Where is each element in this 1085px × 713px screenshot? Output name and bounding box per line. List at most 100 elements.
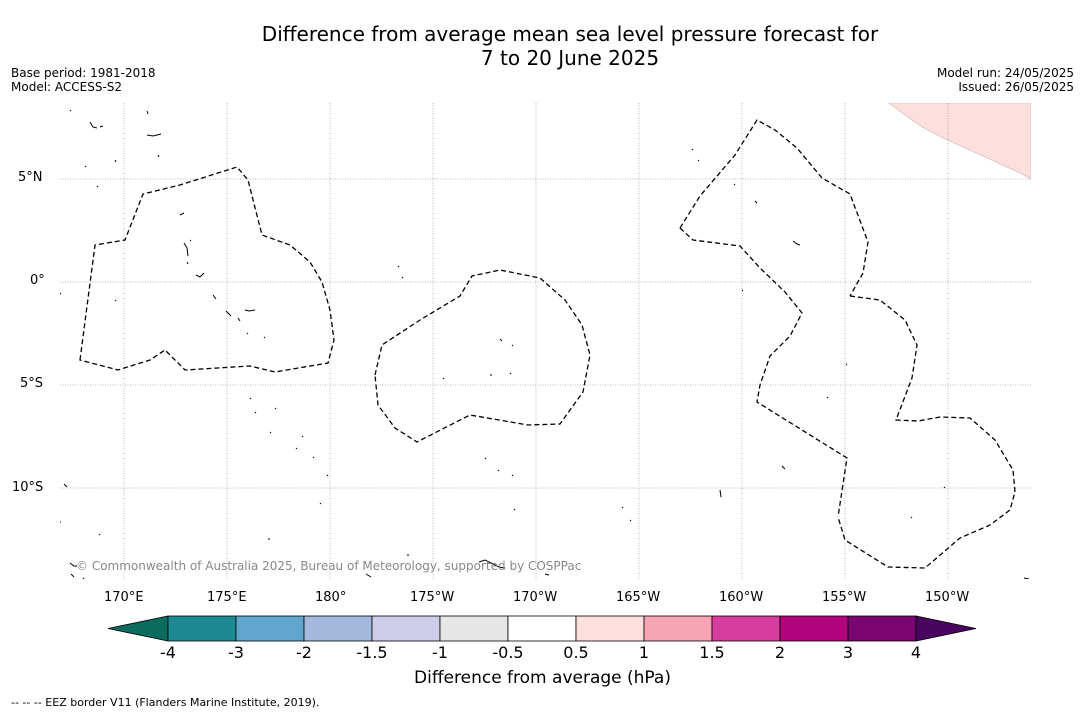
island	[478, 559, 506, 569]
lon-tick-170e: 170°E	[104, 590, 144, 605]
island	[511, 344, 514, 347]
anomaly-region-positive	[888, 103, 1031, 180]
colorbar-segment	[847, 615, 917, 642]
island	[792, 240, 801, 246]
islands	[54, 109, 1030, 579]
island	[225, 310, 232, 317]
colorbar-tick-label: 1.5	[699, 643, 725, 662]
island	[96, 185, 99, 188]
colorbar-tick-label: -1	[432, 643, 448, 662]
island	[397, 265, 400, 268]
lon-tick-175e: 175°E	[207, 590, 247, 605]
model-name: Model: ACCESS-S2	[11, 80, 123, 94]
colorbar-tick-label: -2	[296, 643, 312, 662]
island	[249, 397, 252, 400]
island	[826, 396, 829, 399]
colorbar-title: Difference from average (hPa)	[414, 668, 671, 688]
footer-note: -- -- -- EEZ border V11 (Flanders Marine…	[11, 696, 320, 709]
colorbar-segment	[507, 615, 577, 642]
island	[943, 486, 946, 489]
island	[910, 516, 913, 519]
island	[319, 502, 322, 505]
island	[63, 483, 68, 488]
island	[179, 212, 185, 216]
island	[157, 154, 160, 158]
island	[146, 110, 149, 115]
island	[89, 121, 98, 129]
island	[114, 299, 117, 302]
island	[312, 456, 315, 459]
island	[114, 159, 117, 163]
colorbar-tick-label: 3	[842, 643, 854, 662]
colorbar-under-arrow	[107, 615, 169, 642]
meta-left: Base period: 1981-2018 Model: ACCESS-S2	[11, 66, 156, 94]
island	[84, 165, 87, 168]
island	[499, 338, 503, 342]
island	[183, 242, 189, 257]
colorbar-segment	[371, 615, 441, 642]
colorbar-tick-label: 4	[910, 643, 922, 662]
lon-tick-175w: 175°W	[410, 590, 455, 605]
island	[442, 377, 445, 380]
base-period: Base period: 1981-2018	[11, 66, 156, 80]
island	[733, 183, 736, 186]
model-run: Model run: 24/05/2025	[936, 66, 1074, 80]
copyright-notice: © Commonwealth of Australia 2025, Bureau…	[76, 559, 582, 573]
island	[263, 336, 266, 339]
island	[484, 457, 487, 460]
island	[195, 272, 205, 278]
gridlines	[60, 103, 1031, 579]
island	[274, 407, 277, 410]
lat-tick-5n: 5°N	[18, 170, 43, 185]
colorbar-segment	[235, 615, 305, 642]
island	[254, 411, 257, 414]
title-line-2: 7 to 20 June 2025	[480, 46, 660, 70]
island	[326, 474, 329, 477]
island	[186, 261, 189, 265]
colorbar-segment	[575, 615, 645, 642]
colorbar-segment	[643, 615, 713, 642]
island	[511, 474, 514, 477]
eez-borders	[79, 119, 1016, 569]
colorbar-tick-label: 2	[774, 643, 786, 662]
island	[237, 317, 241, 322]
colorbar-segment	[439, 615, 509, 642]
eez-line-islands	[679, 119, 869, 297]
island	[691, 148, 694, 151]
island	[69, 562, 77, 567]
lon-tick-180: 180°	[315, 590, 347, 605]
colorbar-tick-label: -1.5	[356, 643, 388, 662]
lon-tick-150w: 150°W	[925, 590, 970, 605]
lon-tick-155w: 155°W	[822, 590, 867, 605]
island	[719, 489, 722, 498]
island	[246, 332, 249, 335]
lat-tick-10s: 10°S	[12, 480, 44, 495]
colorbar	[107, 615, 977, 642]
island	[365, 573, 372, 578]
lon-tick-165w: 165°W	[616, 590, 661, 605]
lon-tick-170w: 170°W	[513, 590, 558, 605]
island	[497, 469, 500, 472]
island	[69, 109, 72, 112]
eez-line-islands-south	[679, 227, 848, 518]
island	[509, 372, 512, 375]
island	[99, 125, 104, 128]
island	[697, 159, 700, 162]
colorbar-segment	[711, 615, 781, 642]
island	[60, 292, 62, 295]
island	[269, 431, 272, 434]
island	[189, 239, 192, 242]
colorbar-segment	[167, 615, 237, 642]
lat-tick-5s: 5°S	[20, 376, 44, 391]
island	[513, 508, 516, 511]
island	[98, 533, 101, 536]
island	[301, 435, 304, 438]
lat-tick-0: 0°	[30, 273, 45, 288]
island	[295, 447, 298, 450]
colorbar-tick-label: 0.5	[563, 643, 589, 662]
eez-tokelau-phoenix	[374, 269, 591, 443]
island	[629, 519, 632, 522]
colorbar-tick-label: -0.5	[492, 643, 524, 662]
island	[54, 554, 57, 558]
